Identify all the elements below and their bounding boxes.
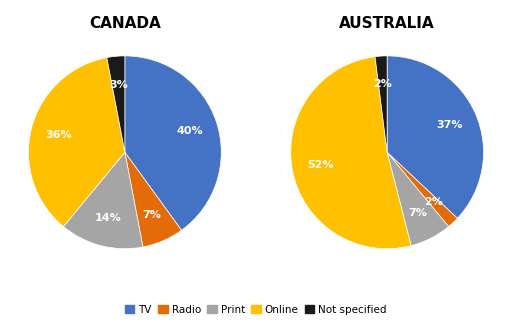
Wedge shape xyxy=(387,56,483,218)
Text: 3%: 3% xyxy=(109,79,128,89)
Text: 36%: 36% xyxy=(46,130,72,140)
Text: 37%: 37% xyxy=(436,120,463,130)
Wedge shape xyxy=(387,152,449,246)
Wedge shape xyxy=(63,152,143,249)
Text: 40%: 40% xyxy=(176,126,203,136)
Wedge shape xyxy=(125,152,182,247)
Wedge shape xyxy=(291,57,411,249)
Wedge shape xyxy=(29,58,125,226)
Text: 2%: 2% xyxy=(424,197,443,207)
Text: 2%: 2% xyxy=(373,79,392,89)
Text: 14%: 14% xyxy=(95,213,121,223)
Wedge shape xyxy=(125,56,221,230)
Text: 7%: 7% xyxy=(409,208,428,218)
Legend: TV, Radio, Print, Online, Not specified: TV, Radio, Print, Online, Not specified xyxy=(121,300,391,319)
Title: CANADA: CANADA xyxy=(89,16,161,31)
Text: 52%: 52% xyxy=(307,160,333,170)
Wedge shape xyxy=(375,56,387,152)
Text: 7%: 7% xyxy=(142,210,161,220)
Title: AUSTRALIA: AUSTRALIA xyxy=(339,16,435,31)
Wedge shape xyxy=(387,152,457,226)
Wedge shape xyxy=(107,56,125,152)
